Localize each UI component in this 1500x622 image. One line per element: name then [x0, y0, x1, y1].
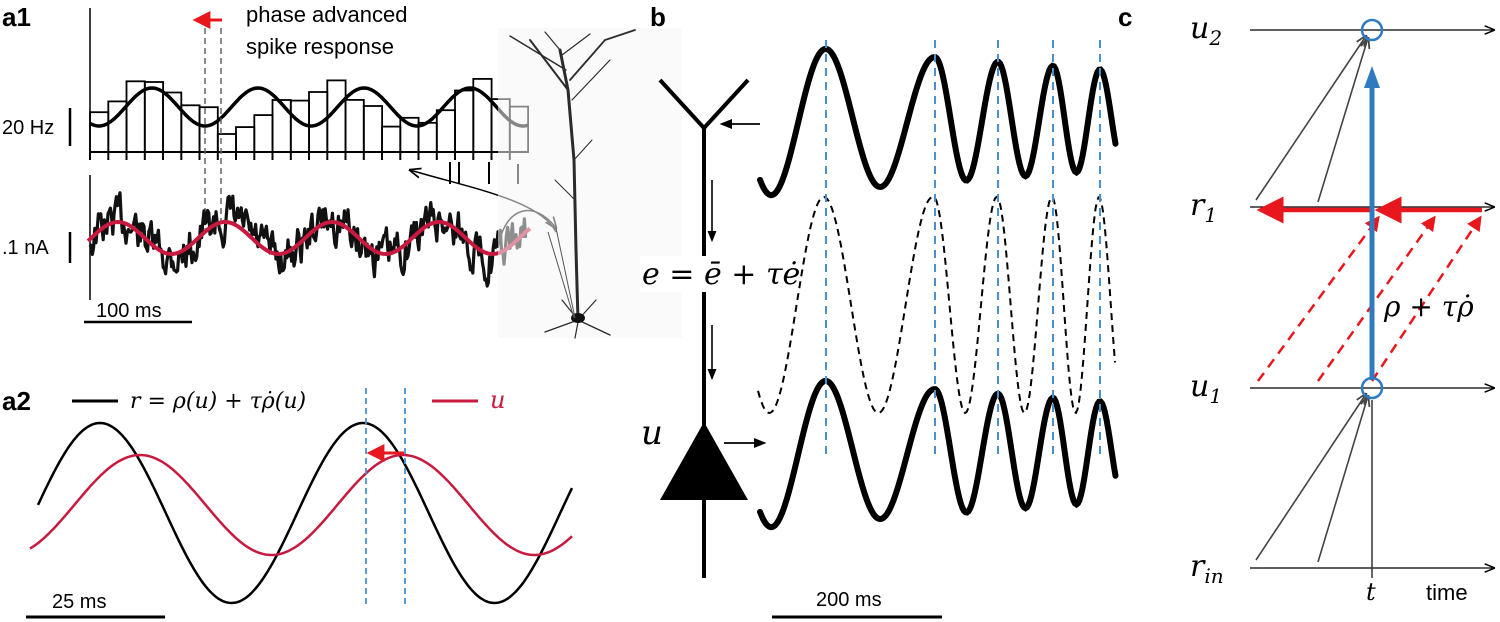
u-label: u	[641, 413, 663, 453]
neuron-morphology	[498, 28, 682, 339]
rate-scale-label: 20 Hz	[2, 117, 54, 139]
time-scale-label-a2: 25 ms	[52, 591, 106, 613]
red-dashed-arrow	[1370, 215, 1482, 382]
error-equation: e = ē + τė	[642, 257, 800, 292]
red-dashed-arrow	[1256, 215, 1380, 382]
somatic-chirp-curve	[757, 377, 1119, 531]
panel-label-b: b	[650, 2, 666, 32]
input-arrow	[1317, 396, 1368, 563]
u2-label: u2	[1190, 11, 1222, 50]
time-scale-label-a1: 100 ms	[96, 300, 162, 322]
u2-node	[1360, 18, 1384, 42]
histogram-bin	[198, 106, 219, 153]
histogram-bin	[253, 114, 274, 153]
histogram-bin	[435, 109, 456, 153]
r-curve	[36, 421, 574, 605]
u1-node	[1360, 376, 1384, 400]
histogram-bin	[454, 89, 475, 153]
u1-label: u1	[1190, 369, 1222, 408]
histogram-bin	[362, 105, 383, 153]
current-scale-label: .1 nA	[2, 237, 49, 259]
annotation-line2: spike response	[246, 34, 394, 59]
error-dashed-curve	[757, 195, 1116, 415]
histogram-bin	[143, 81, 165, 153]
input-arrow	[1317, 38, 1368, 203]
legend-u-label: u	[490, 386, 505, 414]
r1-label: r1	[1190, 188, 1217, 227]
dendrite-left-branch	[658, 78, 706, 130]
histogram-bin	[271, 99, 292, 153]
soma-triangle	[660, 422, 748, 500]
blue-arrowhead	[1364, 66, 1380, 88]
panel-label-a1: a1	[2, 2, 31, 32]
histogram-bin	[235, 126, 256, 153]
time-axis-label: time	[1426, 580, 1468, 605]
noisy-current-trace	[88, 191, 528, 288]
input-arrow	[1255, 36, 1366, 201]
panel-b: b e = ē + τė u 200 ms	[640, 2, 1119, 619]
panel-a1: a1 phase advanced spike response 20 Hz	[2, 2, 682, 339]
dendritic-chirp-curve	[757, 45, 1119, 199]
panel-label-c: c	[1118, 2, 1132, 32]
histogram-bin	[89, 111, 110, 153]
histogram-bin	[344, 99, 365, 153]
panel-c: c u2 r1 u1 rin t time ρ + τρ̇	[1118, 2, 1494, 606]
legend-r-label: r = ρ(u) + τρ̇(u)	[130, 389, 306, 414]
histogram-ticks	[89, 152, 511, 160]
annotation-line1: phase advanced	[246, 2, 407, 27]
input-sine-curve	[86, 219, 532, 257]
panel-label-a2: a2	[2, 386, 31, 416]
rin-label: rin	[1190, 549, 1224, 588]
blue-arrow-equation: ρ + τρ̇	[1383, 290, 1474, 323]
rate-fit-curve	[89, 86, 529, 128]
time-scale-label-b: 200 ms	[816, 589, 882, 611]
dendrite-right-branch	[702, 78, 750, 130]
histogram-bin	[381, 125, 402, 153]
input-arrow	[1255, 394, 1366, 561]
t-label: t	[1366, 578, 1376, 606]
u-curve	[29, 453, 573, 557]
panel-a2: a2 r = ρ(u) + τρ̇(u) u 25 ms	[2, 386, 574, 619]
